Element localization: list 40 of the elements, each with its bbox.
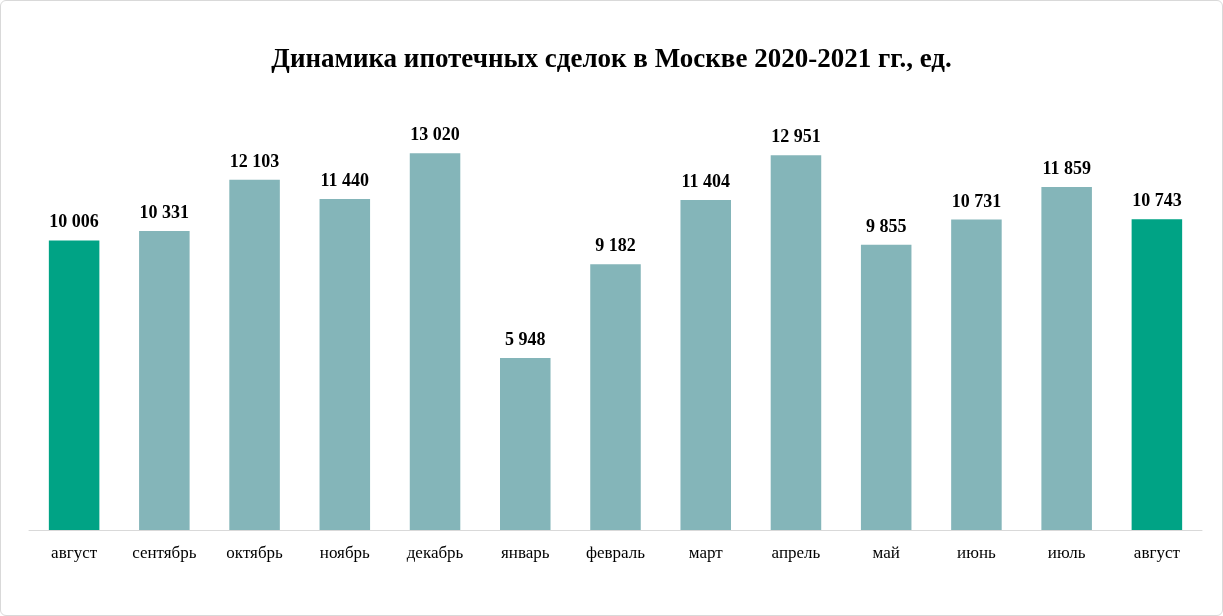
- data-label: 10 743: [1132, 190, 1182, 211]
- x-tick-label: апрель: [771, 543, 821, 562]
- x-tick-label: июль: [1047, 543, 1086, 562]
- bar: [229, 179, 280, 530]
- x-tick-label: август: [51, 543, 98, 562]
- bar: [48, 240, 100, 530]
- x-tick-label: ноябрь: [319, 543, 371, 562]
- bar: [860, 244, 912, 530]
- data-label: 11 404: [681, 171, 730, 192]
- data-label: 11 859: [1042, 157, 1091, 178]
- x-tick-label: январь: [501, 543, 550, 562]
- bar: [770, 155, 822, 530]
- x-tick-label: сентябрь: [132, 543, 197, 562]
- x-tick-label: октябрь: [226, 543, 284, 562]
- bar: [1041, 186, 1092, 530]
- bar: [500, 357, 551, 530]
- data-label: 10 731: [951, 190, 1002, 211]
- bar: [951, 219, 1002, 530]
- bar: [139, 231, 190, 530]
- x-tick-label: июнь: [957, 543, 996, 562]
- x-tick-label: март: [688, 543, 724, 562]
- chart-title: Динамика ипотечных сделок в Москве 2020-2021 гг., ед.: [271, 42, 952, 73]
- x-tick-label: декабрь: [406, 543, 464, 562]
- x-tick-label: февраль: [585, 543, 646, 562]
- bar: [319, 199, 371, 530]
- data-label: 9 855: [865, 215, 907, 236]
- bar: [409, 153, 461, 530]
- bar: [680, 200, 731, 530]
- data-label: 12 951: [771, 126, 821, 147]
- data-label: 11 440: [320, 170, 370, 190]
- x-tick-label: август: [1133, 543, 1181, 562]
- data-label: 10 331: [139, 202, 190, 223]
- data-label: 5 948: [505, 328, 546, 349]
- data-label: 9 182: [595, 235, 636, 256]
- data-label: 10 006: [49, 211, 99, 232]
- data-label: 13 020: [410, 124, 460, 145]
- x-tick-label: май: [872, 543, 900, 562]
- bar: [590, 264, 641, 530]
- data-label: 12 103: [229, 150, 280, 171]
- bar: [1131, 219, 1183, 530]
